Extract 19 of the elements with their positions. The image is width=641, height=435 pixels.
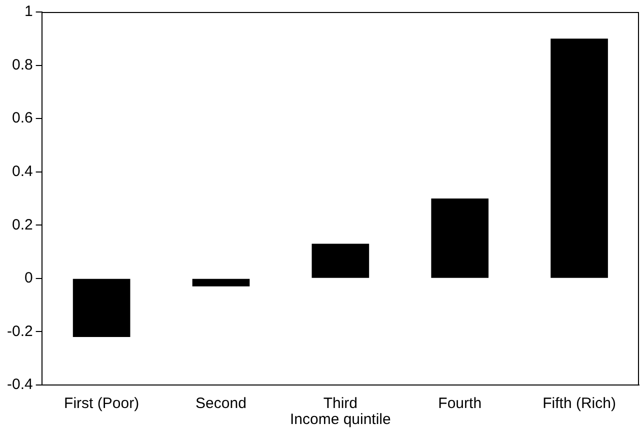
x-axis-title: Income quintile: [290, 411, 391, 428]
x-tick-label: Second: [196, 395, 246, 412]
y-tick-label: 0.6: [12, 110, 33, 127]
y-tick-label: 0.8: [12, 56, 33, 74]
y-tick-label: -0.2: [6, 322, 33, 340]
bar: [312, 244, 370, 278]
x-tick-label: Fourth: [438, 395, 482, 412]
y-tick-label: -0.4: [6, 376, 33, 394]
y-tick-label: 1: [24, 3, 33, 20]
y-tick-label: 0: [24, 270, 33, 287]
x-tick-label: First (Poor): [64, 395, 140, 412]
y-tick-label: 0.2: [12, 216, 33, 234]
bar: [72, 278, 130, 338]
x-tick-label: Fifth (Rich): [542, 395, 616, 412]
bar: [192, 278, 250, 286]
bar: [431, 198, 489, 278]
x-tick-label: Third: [323, 395, 358, 412]
bar: [550, 38, 608, 278]
y-tick-label: 0.4: [12, 163, 33, 180]
